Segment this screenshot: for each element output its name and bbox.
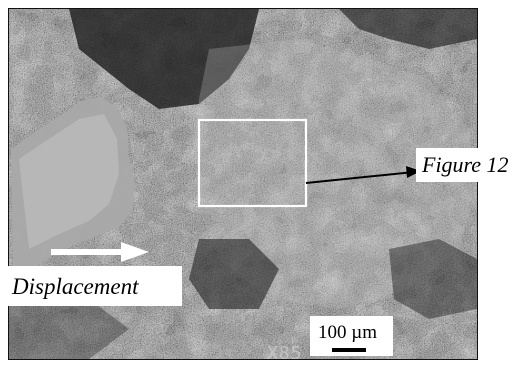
magnification-readout: X85 [267, 343, 303, 360]
figure-reference-label: Figure 12 [416, 148, 527, 182]
scale-bar: 100 µm [310, 316, 393, 356]
scale-bar-label: 100 µm [318, 322, 377, 343]
micrograph-image [9, 9, 477, 359]
figure-pointer-arrow-icon [305, 166, 421, 184]
displacement-label: Displacement [6, 266, 182, 306]
sem-micrograph: X85 [8, 8, 478, 360]
displacement-arrow-icon [51, 242, 149, 262]
scale-bar-line [332, 348, 366, 352]
inset-region-box [197, 118, 308, 208]
